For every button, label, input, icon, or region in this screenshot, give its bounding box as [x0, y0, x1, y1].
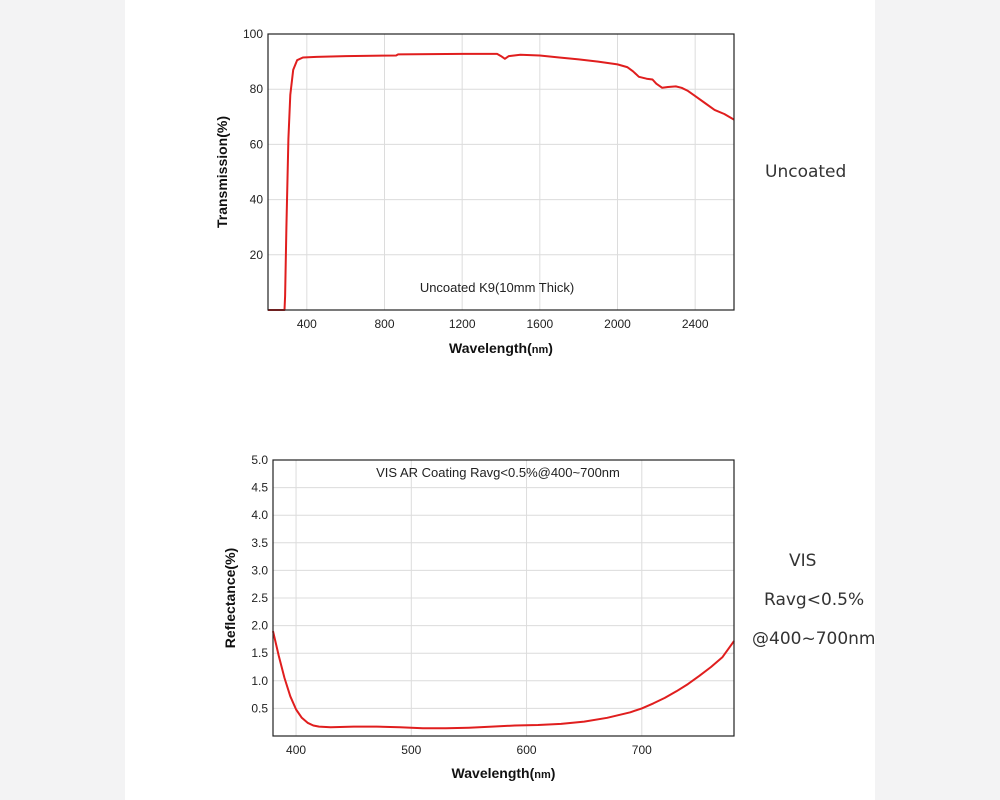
y-tick-label: 2.0	[251, 619, 268, 633]
y-tick-label: 3.5	[251, 536, 268, 550]
plot-frame	[267, 33, 735, 311]
x-axis-label: Wavelength(nm)	[449, 340, 553, 356]
x-tick-label: 400	[286, 743, 306, 757]
vis-side-label: VIS	[789, 551, 817, 571]
y-axis-label: Reflectance(%)	[222, 548, 238, 648]
x-tick-label: 700	[632, 743, 652, 757]
x-tick-label: 2400	[682, 317, 709, 331]
x-tick-label: 400	[297, 317, 317, 331]
y-tick-label: 4.0	[251, 508, 268, 522]
x-tick-label: 1600	[526, 317, 553, 331]
x-tick-label: 1200	[449, 317, 476, 331]
chart-title: VIS AR Coating Ravg<0.5%@400~700nm	[376, 465, 620, 480]
y-tick-label: 40	[250, 193, 264, 207]
y-tick-label: 5.0	[251, 453, 268, 467]
y-tick-label: 4.5	[251, 481, 268, 495]
y-tick-label: 1.0	[251, 674, 268, 688]
y-tick-label: 80	[250, 82, 264, 96]
ravg-side-label: Ravg<0.5%	[764, 590, 865, 610]
product-spec-page: 400 800 1200 1600 2000 2400 20 40 60 80 100 Uncoate…	[125, 0, 875, 800]
x-tick-label: 600	[517, 743, 537, 757]
y-axis-label: Transmission(%)	[214, 116, 230, 228]
x-tick-label: 800	[374, 317, 394, 331]
y-tick-label: 1.5	[251, 646, 268, 660]
plot-frame	[272, 459, 735, 737]
chart-title: Uncoated K9(10mm Thick)	[420, 280, 574, 295]
y-tick-label: 60	[250, 137, 264, 151]
reflectance-chart: 400 500 600 700 0.5 1.0 1.5 2.0 2.5 3.0 3.5 4.0 4.5 5…	[222, 453, 735, 781]
y-tick-label: 3.0	[251, 563, 268, 577]
x-tick-label: 2000	[604, 317, 631, 331]
y-tick-label: 100	[243, 27, 263, 41]
y-tick-label: 0.5	[251, 701, 268, 715]
y-tick-label: 2.5	[251, 591, 268, 605]
uncoated-side-label: Uncoated	[765, 162, 847, 182]
series-line	[268, 52, 735, 311]
wavelength-range-side-label: @400~700nm	[752, 629, 876, 649]
y-tick-label: 20	[250, 248, 264, 262]
series-line	[272, 630, 735, 730]
transmission-chart: 400 800 1200 1600 2000 2400 20 40 60 80 100 Uncoate…	[214, 27, 735, 356]
x-tick-label: 500	[401, 743, 421, 757]
x-axis-label: Wavelength(nm)	[452, 765, 556, 781]
